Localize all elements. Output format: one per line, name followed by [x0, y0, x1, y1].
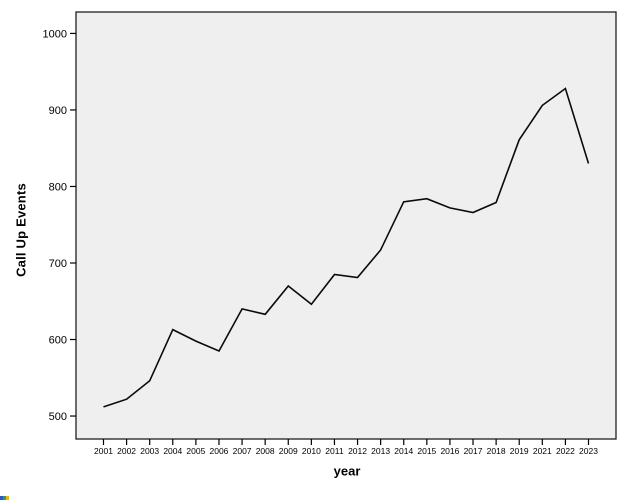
x-tick-label: 2018 [487, 446, 506, 456]
x-axis-title: year [333, 463, 361, 479]
x-tick-label: 2007 [233, 446, 252, 456]
plot-area [75, 11, 617, 440]
y-tick-label: 900 [49, 105, 67, 117]
screen-corner-artifact [0, 496, 9, 500]
artifact-pixel-2 [6, 496, 9, 500]
x-tick-label: 2017 [464, 446, 483, 456]
x-tick-label: 2015 [417, 446, 436, 456]
artifact-pixel-1 [3, 496, 6, 500]
x-tick-label: 2009 [279, 446, 298, 456]
y-tick-label: 600 [49, 335, 67, 347]
y-tick-label: 1000 [43, 28, 67, 40]
x-tick-label: 2023 [579, 446, 598, 456]
y-axis-title: Call Up Events [13, 183, 29, 277]
x-tick-label: 2005 [186, 446, 205, 456]
x-tick-label: 2001 [94, 446, 113, 456]
y-tick-label: 500 [49, 411, 67, 423]
x-tick-label: 2006 [210, 446, 229, 456]
x-tick-label: 2019 [510, 446, 529, 456]
artifact-pixel-0 [0, 496, 3, 500]
x-tick-label: 2008 [256, 446, 275, 456]
x-tick-label: 2012 [348, 446, 367, 456]
data-line [103, 87, 590, 408]
x-tick-label: 2013 [371, 446, 390, 456]
x-tick-label: 2016 [440, 446, 459, 456]
x-tick-label: 2003 [140, 446, 159, 456]
x-tick-label: 2004 [163, 446, 182, 456]
x-tick-label: 2021 [533, 446, 552, 456]
y-tick-label: 800 [49, 181, 67, 193]
y-tick-label: 700 [49, 258, 67, 270]
x-tick-label: 2022 [556, 446, 575, 456]
x-tick-label: 2002 [117, 446, 136, 456]
x-tick-label: 2014 [394, 446, 413, 456]
x-tick-label: 2011 [325, 446, 344, 456]
x-tick-label: 2010 [302, 446, 321, 456]
